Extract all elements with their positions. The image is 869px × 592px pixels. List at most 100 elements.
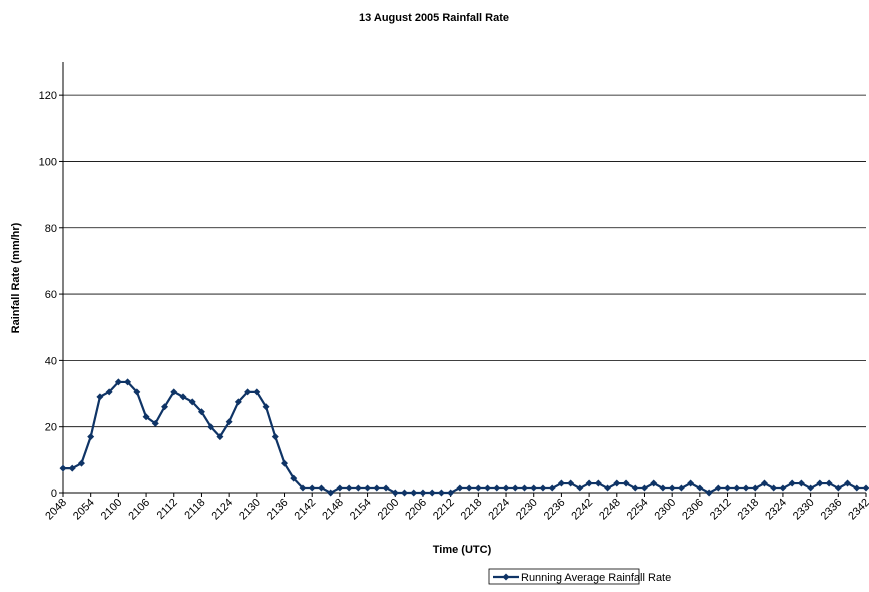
x-tick-label: 2312	[708, 497, 734, 523]
data-point	[410, 489, 418, 497]
data-point	[401, 489, 409, 497]
series-line	[63, 380, 866, 495]
y-tick-label: 40	[45, 355, 57, 367]
x-tick-label: 2206	[403, 497, 429, 523]
x-tick-label: 2054	[71, 497, 97, 523]
data-point	[576, 484, 584, 492]
data-point	[336, 484, 344, 492]
data-point	[124, 378, 132, 386]
data-point	[594, 479, 602, 487]
x-tick-label: 2306	[680, 497, 706, 523]
data-point	[207, 423, 215, 431]
x-tick-label: 2330	[791, 497, 817, 523]
data-point	[530, 484, 538, 492]
data-point	[428, 489, 436, 497]
data-point	[788, 479, 796, 487]
data-point	[825, 479, 833, 487]
data-point	[216, 433, 224, 441]
data-point	[354, 484, 362, 492]
x-tick-label: 2106	[126, 497, 152, 523]
data-point	[290, 474, 298, 482]
data-point	[585, 479, 593, 487]
data-point	[502, 484, 510, 492]
data-point	[59, 464, 67, 472]
data-point	[382, 484, 390, 492]
x-tick-label: 2200	[376, 497, 402, 523]
y-axis-label: Rainfall Rate (mm/hr)	[10, 222, 22, 333]
data-point	[133, 388, 141, 396]
y-tick-label: 60	[45, 289, 57, 301]
data-point	[816, 479, 824, 487]
data-point	[834, 484, 842, 492]
x-tick-label: 2318	[736, 497, 762, 523]
data-point	[465, 484, 473, 492]
data-point	[391, 489, 399, 497]
data-point	[539, 484, 547, 492]
data-point	[853, 484, 861, 492]
data-point	[114, 378, 122, 386]
data-point	[677, 484, 685, 492]
x-tick-label: 2100	[99, 497, 125, 523]
data-point	[631, 484, 639, 492]
chart-title: 13 August 2005 Rainfall Rate	[359, 12, 509, 24]
x-tick-label: 2154	[348, 497, 374, 523]
data-point	[447, 489, 455, 497]
x-tick-label: 2112	[155, 497, 180, 522]
x-tick-label: 2224	[486, 497, 512, 523]
data-point	[640, 484, 648, 492]
x-tick-label: 2324	[763, 497, 789, 523]
data-point	[327, 489, 335, 497]
data-point	[613, 479, 621, 487]
data-point	[668, 484, 676, 492]
x-tick-label: 2218	[459, 497, 485, 523]
data-point	[161, 403, 169, 411]
data-point	[797, 479, 805, 487]
data-point	[705, 489, 713, 497]
x-tick-label: 2242	[569, 497, 595, 523]
data-point	[437, 489, 445, 497]
data-point	[281, 459, 289, 467]
data-point	[373, 484, 381, 492]
data-point	[862, 484, 869, 492]
data-point	[419, 489, 427, 497]
x-tick-label: 2300	[652, 497, 678, 523]
y-tick-label: 80	[45, 223, 57, 235]
data-point	[345, 484, 353, 492]
data-point	[751, 484, 759, 492]
data-point	[474, 484, 482, 492]
data-point	[299, 484, 307, 492]
y-tick-label: 20	[45, 422, 57, 434]
legend-marker	[502, 573, 510, 581]
legend-box	[488, 568, 640, 585]
x-tick-label: 2136	[265, 497, 291, 523]
x-tick-label: 2236	[542, 497, 568, 523]
data-point	[548, 484, 556, 492]
data-point	[197, 408, 205, 416]
data-point	[170, 388, 178, 396]
data-point	[724, 484, 732, 492]
data-point	[557, 479, 565, 487]
data-point	[567, 479, 575, 487]
data-point	[770, 484, 778, 492]
x-tick-label: 2254	[625, 497, 651, 523]
data-point	[604, 484, 612, 492]
x-tick-label: 2148	[320, 497, 346, 523]
x-tick-label: 2336	[819, 497, 845, 523]
data-point	[317, 484, 325, 492]
x-axis-label: Time (UTC)	[433, 544, 492, 556]
data-point	[253, 388, 261, 396]
data-point	[151, 419, 159, 427]
data-point	[68, 464, 76, 472]
x-tick-label: 2248	[597, 497, 623, 523]
data-point	[364, 484, 372, 492]
x-tick-label: 2130	[237, 497, 263, 523]
data-point	[650, 479, 658, 487]
data-point	[742, 484, 750, 492]
x-tick-label: 2342	[846, 497, 869, 523]
data-point	[142, 413, 150, 421]
data-point	[96, 393, 104, 401]
data-point	[687, 479, 695, 487]
data-point	[244, 388, 252, 396]
data-point	[87, 433, 95, 441]
